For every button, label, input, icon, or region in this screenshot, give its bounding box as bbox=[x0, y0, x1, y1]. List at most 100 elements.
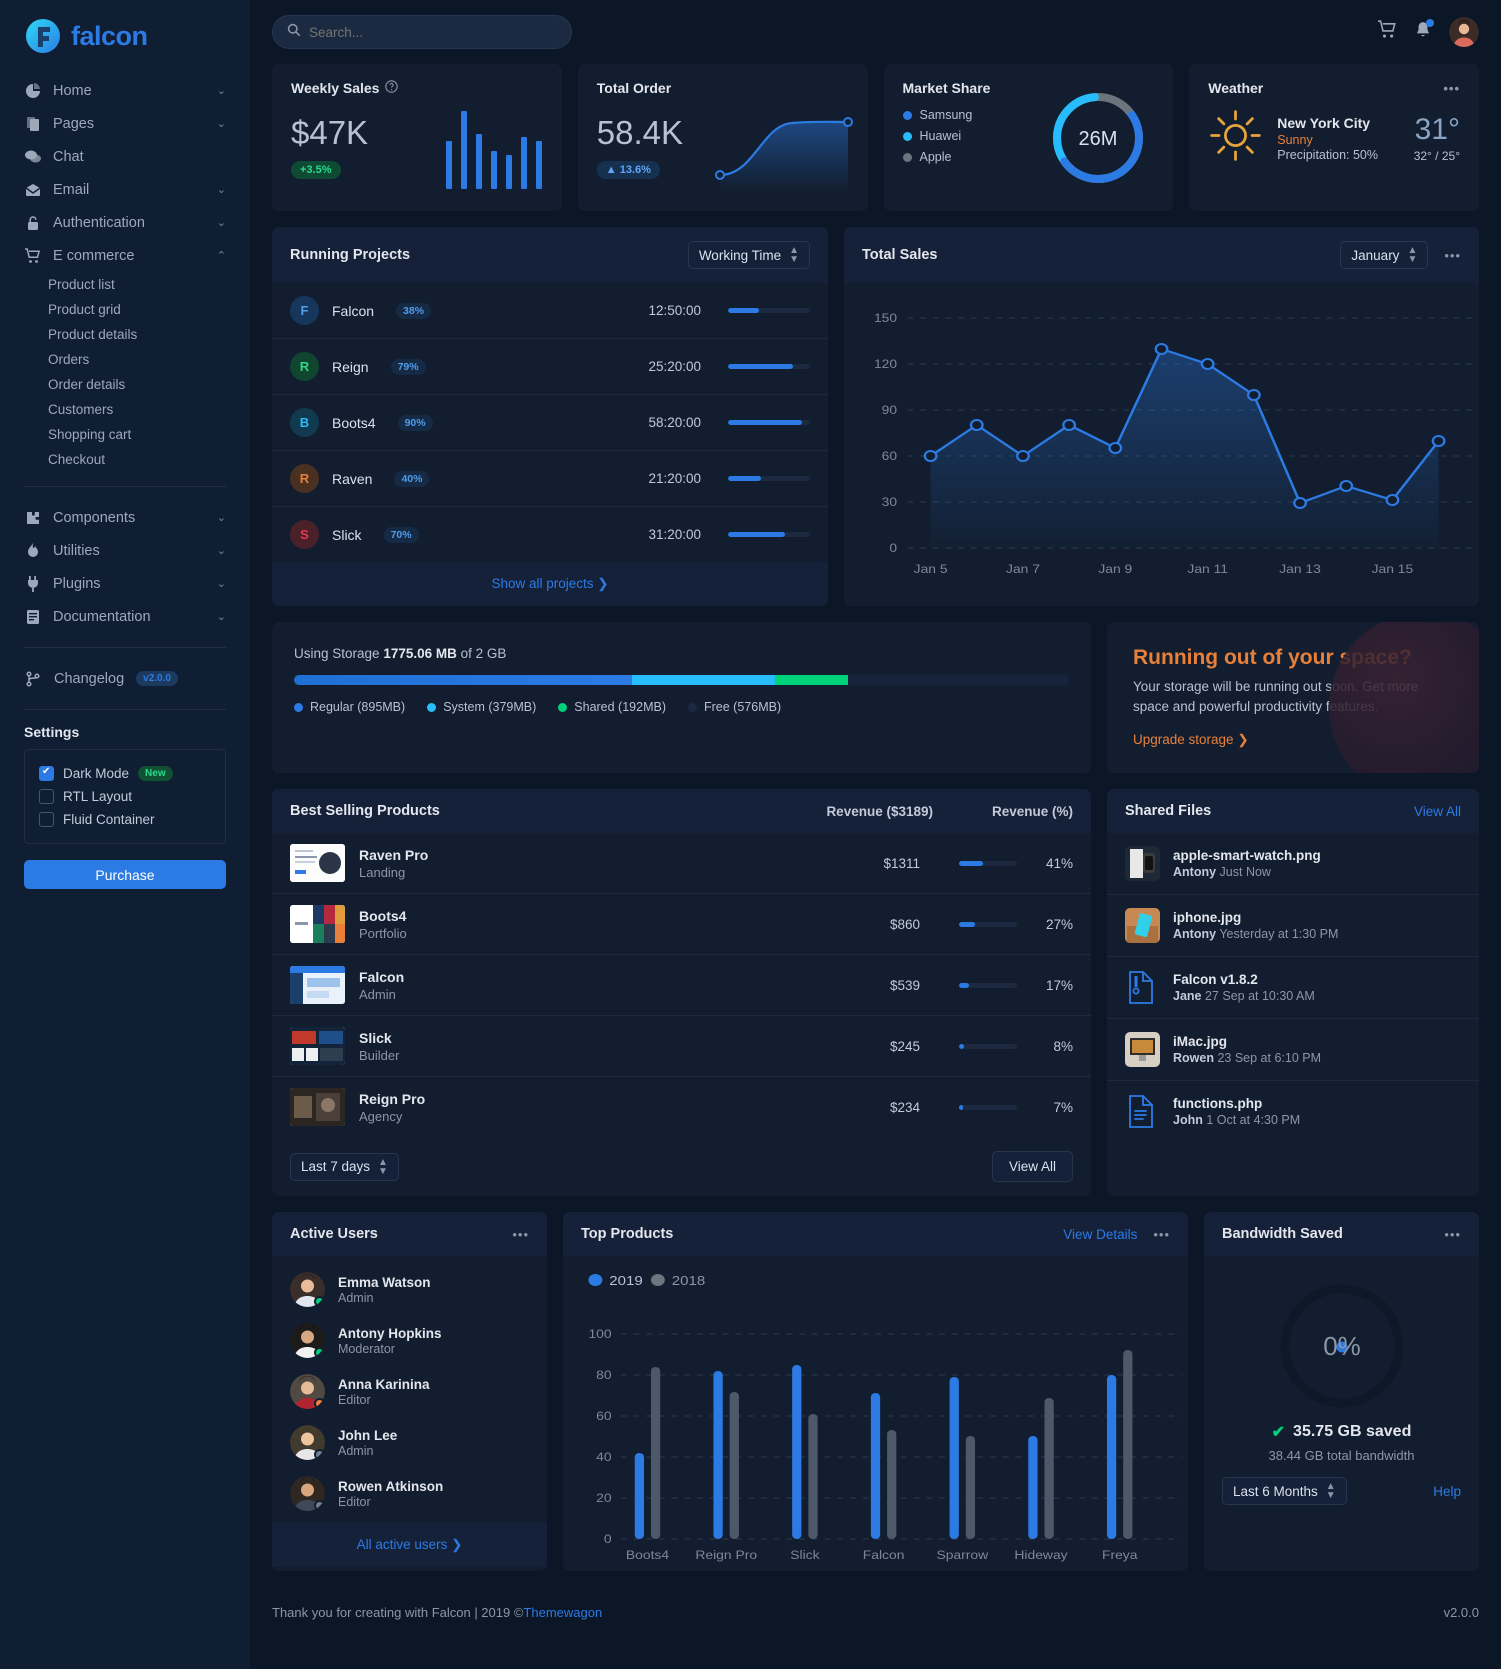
x-tick-slick: Slick bbox=[790, 1548, 820, 1562]
sidebar-item-chat[interactable]: Chat bbox=[24, 140, 226, 173]
legend-dot-2018 bbox=[650, 1274, 665, 1287]
table-row[interactable]: Slick Builder $245 8% bbox=[272, 1016, 1091, 1078]
checkbox-dark-mode[interactable] bbox=[39, 766, 54, 781]
project-row[interactable]: R Reign 79% 25:20:00 bbox=[272, 339, 828, 395]
setting-rtl-layout[interactable]: RTL Layout bbox=[39, 785, 211, 808]
avatar[interactable] bbox=[1449, 17, 1479, 47]
project-row[interactable]: S Slick 70% 31:20:00 bbox=[272, 507, 828, 562]
setting-fluid-container[interactable]: Fluid Container bbox=[39, 808, 211, 831]
sidebar-item-shopping-cart[interactable]: Shopping cart bbox=[48, 427, 132, 442]
working-time-select[interactable]: Working Time ▲ ▼ bbox=[687, 241, 810, 269]
weather-info: New York City Sunny Precipitation: 50% bbox=[1277, 115, 1378, 162]
brand-logo-area[interactable]: falcon bbox=[24, 0, 226, 68]
file-user: Antony bbox=[1173, 927, 1217, 942]
product-percent: 17% bbox=[1045, 977, 1073, 993]
table-row[interactable]: Falcon Admin $539 17% bbox=[272, 955, 1091, 1017]
list-item[interactable]: iphone.jpg Antony Yesterday at 1:30 PM bbox=[1107, 895, 1479, 958]
top-products-more-icon[interactable]: ••• bbox=[1153, 1226, 1170, 1242]
list-item[interactable]: Antony Hopkins Moderator bbox=[272, 1315, 547, 1366]
list-item[interactable]: Falcon v1.8.2 Jane 27 Sep at 10:30 AM bbox=[1107, 957, 1479, 1020]
view-details-link[interactable]: View Details bbox=[1063, 1226, 1138, 1242]
list-item[interactable]: apple-smart-watch.png Antony Just Now bbox=[1107, 833, 1479, 896]
chevron-down-icon[interactable]: ⌄ bbox=[216, 611, 226, 623]
sidebar: falcon Home ⌄ Pages ⌄ Chat bbox=[0, 0, 250, 1669]
list-item[interactable]: Emma Watson Admin bbox=[272, 1264, 547, 1315]
sidebar-item-customers[interactable]: Customers bbox=[48, 402, 114, 417]
chat-icon bbox=[24, 148, 42, 166]
list-item[interactable]: functions.php John 1 Oct at 4:30 PM bbox=[1107, 1081, 1479, 1142]
chevron-down-icon[interactable]: ⌄ bbox=[216, 512, 226, 524]
chevron-down-icon[interactable]: ⌄ bbox=[216, 85, 226, 97]
table-row[interactable]: Reign Pro Agency $234 7% bbox=[272, 1077, 1091, 1137]
all-active-users-link[interactable]: All active users ❯ bbox=[272, 1523, 547, 1568]
chevron-down-icon[interactable]: ⌄ bbox=[216, 184, 226, 196]
project-row[interactable]: B Boots4 90% 58:20:00 bbox=[272, 395, 828, 451]
upgrade-storage-link[interactable]: Upgrade storage ❯ bbox=[1133, 732, 1249, 748]
sidebar-item-plugins[interactable]: Plugins ⌄ bbox=[24, 567, 226, 600]
sidebar-item-utilities[interactable]: Utilities ⌄ bbox=[24, 534, 226, 567]
checkbox-rtl-layout[interactable] bbox=[39, 789, 54, 804]
changelog-version-badge: v2.0.0 bbox=[136, 671, 178, 686]
sidebar-item-home[interactable]: Home ⌄ bbox=[24, 74, 226, 107]
sidebar-item-email[interactable]: Email ⌄ bbox=[24, 173, 226, 206]
bandwidth-range-select[interactable]: Last 6 Months ▲ ▼ bbox=[1222, 1477, 1347, 1506]
avatar bbox=[290, 1272, 325, 1308]
chevron-down-icon[interactable]: ⌄ bbox=[216, 217, 226, 229]
cart-icon bbox=[24, 247, 42, 265]
sidebar-item-product-list[interactable]: Product list bbox=[48, 277, 115, 292]
checkbox-fluid-container[interactable] bbox=[39, 812, 54, 827]
project-time: 12:50:00 bbox=[648, 303, 701, 318]
sidebar-item-authentication[interactable]: Authentication ⌄ bbox=[24, 206, 226, 239]
sidebar-item-pages[interactable]: Pages ⌄ bbox=[24, 107, 226, 140]
sidebar-item-documentation[interactable]: Documentation ⌄ bbox=[24, 600, 226, 633]
weather-more-icon[interactable]: ••• bbox=[1443, 80, 1460, 96]
sidebar-item-orders[interactable]: Orders bbox=[48, 352, 90, 367]
project-progress-bar bbox=[728, 364, 810, 369]
sidebar-item-components[interactable]: Components ⌄ bbox=[24, 501, 226, 534]
view-all-products-button[interactable]: View All bbox=[991, 1151, 1073, 1183]
table-row[interactable]: Boots4 Portfolio $860 27% bbox=[272, 894, 1091, 956]
project-row[interactable]: R Raven 40% 21:20:00 bbox=[272, 451, 828, 507]
chevron-up-icon[interactable]: ⌃ bbox=[216, 250, 226, 262]
sidebar-item-product-grid[interactable]: Product grid bbox=[48, 302, 121, 317]
best-selling-footer: Last 7 days ▲ ▼ View All bbox=[272, 1137, 1091, 1196]
total-sales-more-icon[interactable]: ••• bbox=[1444, 247, 1461, 263]
list-item[interactable]: Anna Karinina Editor bbox=[272, 1366, 547, 1417]
sidebar-item-product-details[interactable]: Product details bbox=[48, 327, 138, 342]
setting-dark-mode[interactable]: Dark Mode New bbox=[39, 762, 211, 785]
purchase-button[interactable]: Purchase bbox=[24, 860, 226, 889]
chevron-down-icon[interactable]: ⌄ bbox=[216, 118, 226, 130]
question-circle-icon[interactable] bbox=[385, 80, 399, 96]
bandwidth-more-icon[interactable]: ••• bbox=[1444, 1226, 1461, 1242]
sidebar-item-ecommerce[interactable]: E commerce ⌃ bbox=[24, 239, 226, 272]
project-row[interactable]: F Falcon 38% 12:50:00 bbox=[272, 283, 828, 339]
chevron-down-icon[interactable]: ⌄ bbox=[216, 578, 226, 590]
product-revenue-bar bbox=[959, 860, 1017, 866]
cart-icon[interactable] bbox=[1378, 20, 1397, 44]
table-row[interactable]: Raven Pro Landing $1311 41% bbox=[272, 833, 1091, 895]
topbar-actions bbox=[1378, 17, 1479, 47]
list-item[interactable]: Rowen Atkinson Editor bbox=[272, 1468, 547, 1519]
sidebar-item-changelog[interactable]: Changelog v2.0.0 bbox=[24, 662, 226, 695]
total-sales-header: Total Sales January ▲ ▼ ••• bbox=[844, 227, 1479, 283]
footer-link[interactable]: Themewagon bbox=[523, 1605, 603, 1621]
bandwidth-help-link[interactable]: Help bbox=[1433, 1483, 1461, 1499]
product-thumbnail bbox=[290, 1088, 345, 1127]
sort-arrows-icon: ▲ ▼ bbox=[1325, 1481, 1336, 1502]
list-item[interactable]: John Lee Admin bbox=[272, 1417, 547, 1468]
date-range-select[interactable]: Last 7 days ▲ ▼ bbox=[290, 1152, 399, 1181]
month-select[interactable]: January ▲ ▼ bbox=[1340, 241, 1429, 269]
search-box[interactable] bbox=[272, 15, 572, 49]
shared-files-header: Shared Files View All bbox=[1107, 789, 1479, 834]
show-all-projects-link[interactable]: Show all projects ❯ bbox=[272, 562, 828, 606]
sidebar-item-checkout[interactable]: Checkout bbox=[48, 452, 106, 467]
active-users-more-icon[interactable]: ••• bbox=[512, 1226, 529, 1242]
sidebar-item-order-details[interactable]: Order details bbox=[48, 377, 126, 392]
list-item[interactable]: iMac.jpg Rowen 23 Sep at 6:10 PM bbox=[1107, 1019, 1479, 1082]
top-products-header: Top Products View Details ••• bbox=[563, 1212, 1188, 1257]
search-input[interactable] bbox=[309, 24, 557, 40]
chevron-down-icon[interactable]: ⌄ bbox=[216, 545, 226, 557]
shared-files-view-all-link[interactable]: View All bbox=[1413, 803, 1461, 819]
status-badge bbox=[314, 1398, 325, 1410]
bell-icon[interactable] bbox=[1414, 18, 1434, 44]
